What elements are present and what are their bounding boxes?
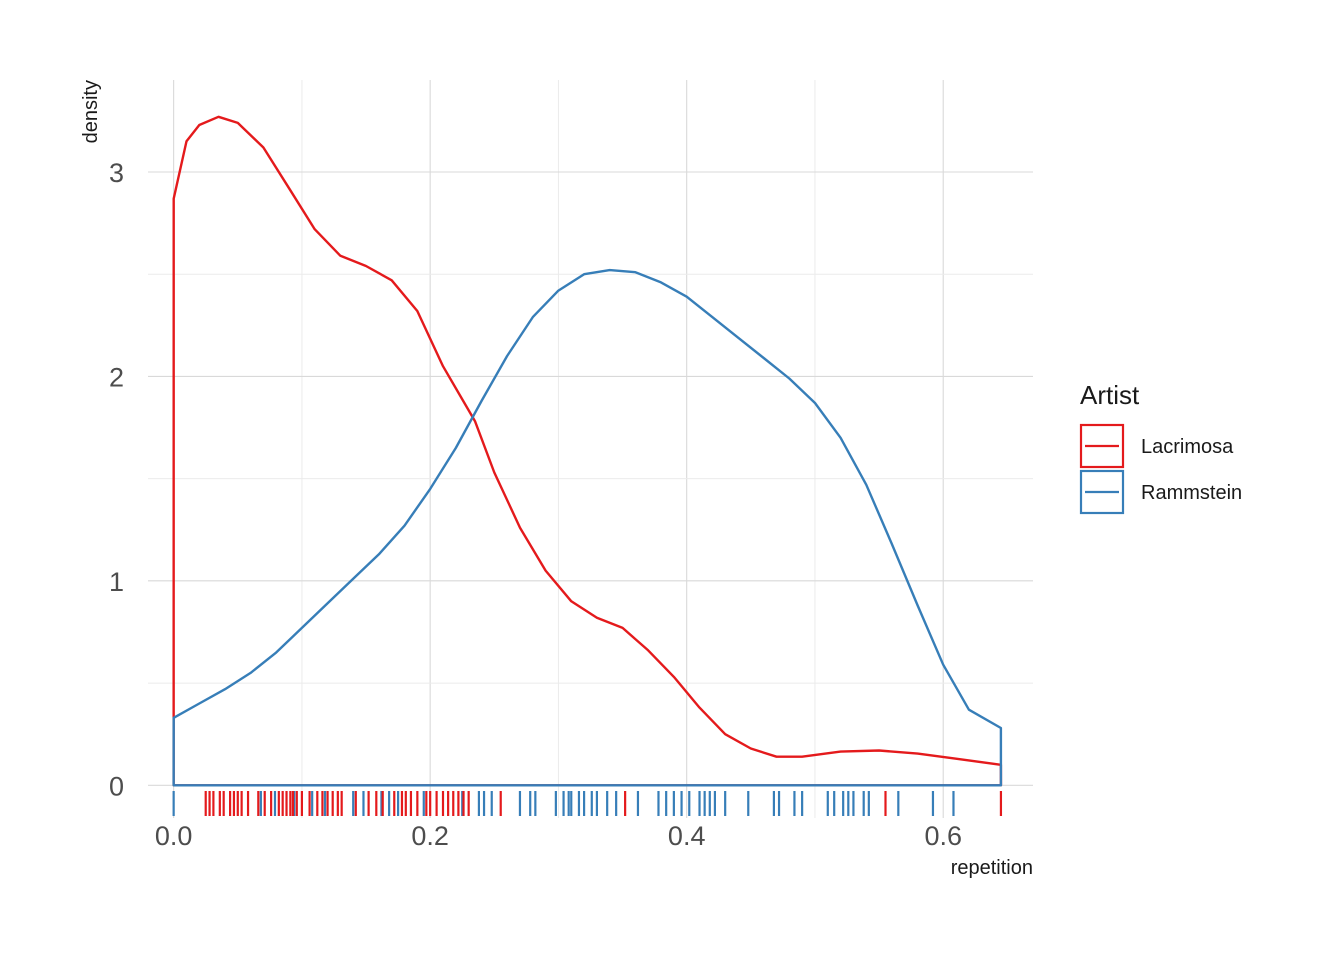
legend: Artist Lacrimosa Rammstein (1079, 380, 1242, 515)
density-curves (172, 115, 1003, 787)
y-tick-label: 0 (109, 771, 124, 801)
x-tick-label: 0.4 (668, 821, 706, 851)
y-tick-label: 2 (109, 362, 124, 392)
density-curve-lacrimosa (172, 115, 1003, 787)
legend-title: Artist (1080, 380, 1140, 410)
x-tick-label: 0.6 (924, 821, 962, 851)
legend-label: Lacrimosa (1141, 436, 1234, 458)
legend-item-lacrimosa: Lacrimosa (1079, 423, 1234, 469)
y-tick-label: 1 (109, 567, 124, 597)
density-curve-rammstein (172, 268, 1003, 787)
y-tick-label: 3 (109, 158, 124, 188)
x-tick-labels: 0.0 0.2 0.4 0.6 (155, 821, 962, 851)
legend-label: Rammstein (1141, 482, 1242, 504)
legend-item-rammstein: Rammstein (1079, 469, 1242, 515)
y-axis-title: density (80, 80, 102, 143)
x-axis-title: repetition (951, 857, 1033, 879)
y-tick-labels: 0 1 2 3 (109, 158, 124, 801)
x-tick-label: 0.2 (411, 821, 449, 851)
x-tick-label: 0.0 (155, 821, 193, 851)
rug-marks (172, 791, 1003, 816)
